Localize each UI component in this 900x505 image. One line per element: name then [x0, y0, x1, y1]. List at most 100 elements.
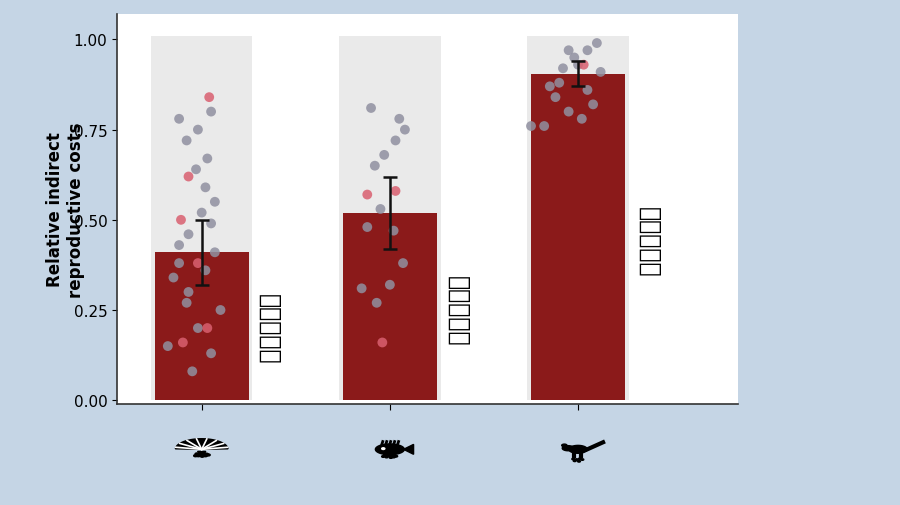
Point	[191, 126, 205, 134]
Point	[377, 152, 392, 160]
Point	[181, 288, 195, 296]
Text: 間接コスト: 間接コスト	[446, 275, 470, 345]
Circle shape	[389, 457, 392, 459]
Point	[552, 79, 566, 87]
Point	[355, 285, 369, 293]
Point	[194, 209, 209, 217]
Point	[388, 137, 402, 145]
Point	[172, 260, 186, 268]
Point	[571, 62, 585, 70]
Circle shape	[206, 454, 211, 456]
Point	[364, 105, 378, 113]
Circle shape	[382, 448, 385, 449]
Point	[198, 267, 212, 275]
Polygon shape	[403, 444, 414, 454]
Polygon shape	[569, 445, 588, 453]
Circle shape	[382, 456, 385, 458]
Point	[202, 94, 216, 102]
Bar	[151, 37, 253, 400]
Point	[396, 260, 410, 268]
Text: 間接コスト: 間接コスト	[257, 293, 282, 364]
Point	[204, 220, 219, 228]
Point	[524, 123, 538, 131]
Circle shape	[204, 453, 208, 456]
Point	[213, 307, 228, 315]
Bar	[339, 37, 441, 400]
Point	[172, 116, 186, 124]
Point	[392, 116, 407, 124]
Point	[580, 87, 595, 95]
Point	[388, 187, 402, 195]
Circle shape	[385, 456, 388, 458]
Point	[208, 249, 222, 257]
Point	[181, 231, 195, 239]
Circle shape	[578, 461, 581, 462]
Circle shape	[198, 453, 202, 456]
Point	[367, 162, 382, 170]
Point	[198, 184, 212, 192]
Point	[577, 62, 591, 70]
Point	[174, 216, 188, 224]
Bar	[531, 75, 626, 400]
Polygon shape	[198, 451, 205, 453]
Point	[562, 47, 576, 55]
Point	[567, 55, 581, 63]
Point	[179, 137, 194, 145]
Point	[593, 69, 608, 77]
Point	[179, 299, 194, 307]
Point	[548, 94, 562, 102]
Point	[556, 65, 571, 73]
Circle shape	[580, 459, 584, 461]
Point	[562, 108, 576, 116]
Bar	[527, 37, 629, 400]
Polygon shape	[562, 444, 567, 447]
Point	[208, 198, 222, 207]
Point	[191, 324, 205, 332]
Point	[189, 166, 203, 174]
Point	[181, 173, 195, 181]
Point	[543, 83, 557, 91]
Circle shape	[387, 455, 390, 457]
Circle shape	[392, 456, 395, 458]
Bar	[155, 253, 248, 400]
Y-axis label: Relative indirect
reproductive costs: Relative indirect reproductive costs	[46, 122, 85, 297]
Point	[537, 123, 552, 131]
Circle shape	[194, 455, 197, 457]
Point	[172, 241, 186, 249]
Point	[375, 339, 390, 347]
Point	[382, 281, 397, 289]
Point	[160, 342, 175, 350]
Point	[374, 206, 388, 214]
Circle shape	[573, 460, 576, 462]
Point	[386, 227, 400, 235]
Point	[204, 108, 219, 116]
Polygon shape	[375, 444, 404, 455]
Point	[200, 324, 214, 332]
Point	[200, 155, 214, 163]
Point	[185, 368, 200, 376]
Point	[360, 191, 374, 199]
Circle shape	[579, 458, 581, 460]
Circle shape	[196, 455, 200, 457]
Point	[586, 101, 600, 109]
Circle shape	[383, 454, 387, 456]
Circle shape	[572, 459, 575, 460]
Point	[370, 299, 384, 307]
Point	[580, 47, 595, 55]
Text: 間接コスト: 間接コスト	[637, 207, 662, 277]
Circle shape	[203, 455, 207, 457]
Polygon shape	[176, 439, 228, 449]
Point	[191, 260, 205, 268]
Point	[176, 339, 190, 347]
Circle shape	[575, 459, 578, 461]
Circle shape	[394, 456, 398, 457]
Point	[166, 274, 181, 282]
Circle shape	[202, 453, 205, 455]
Circle shape	[392, 455, 396, 457]
Point	[360, 224, 374, 232]
Point	[574, 116, 589, 124]
Circle shape	[201, 456, 204, 458]
Polygon shape	[562, 446, 574, 451]
Circle shape	[391, 454, 393, 456]
Point	[590, 40, 604, 48]
